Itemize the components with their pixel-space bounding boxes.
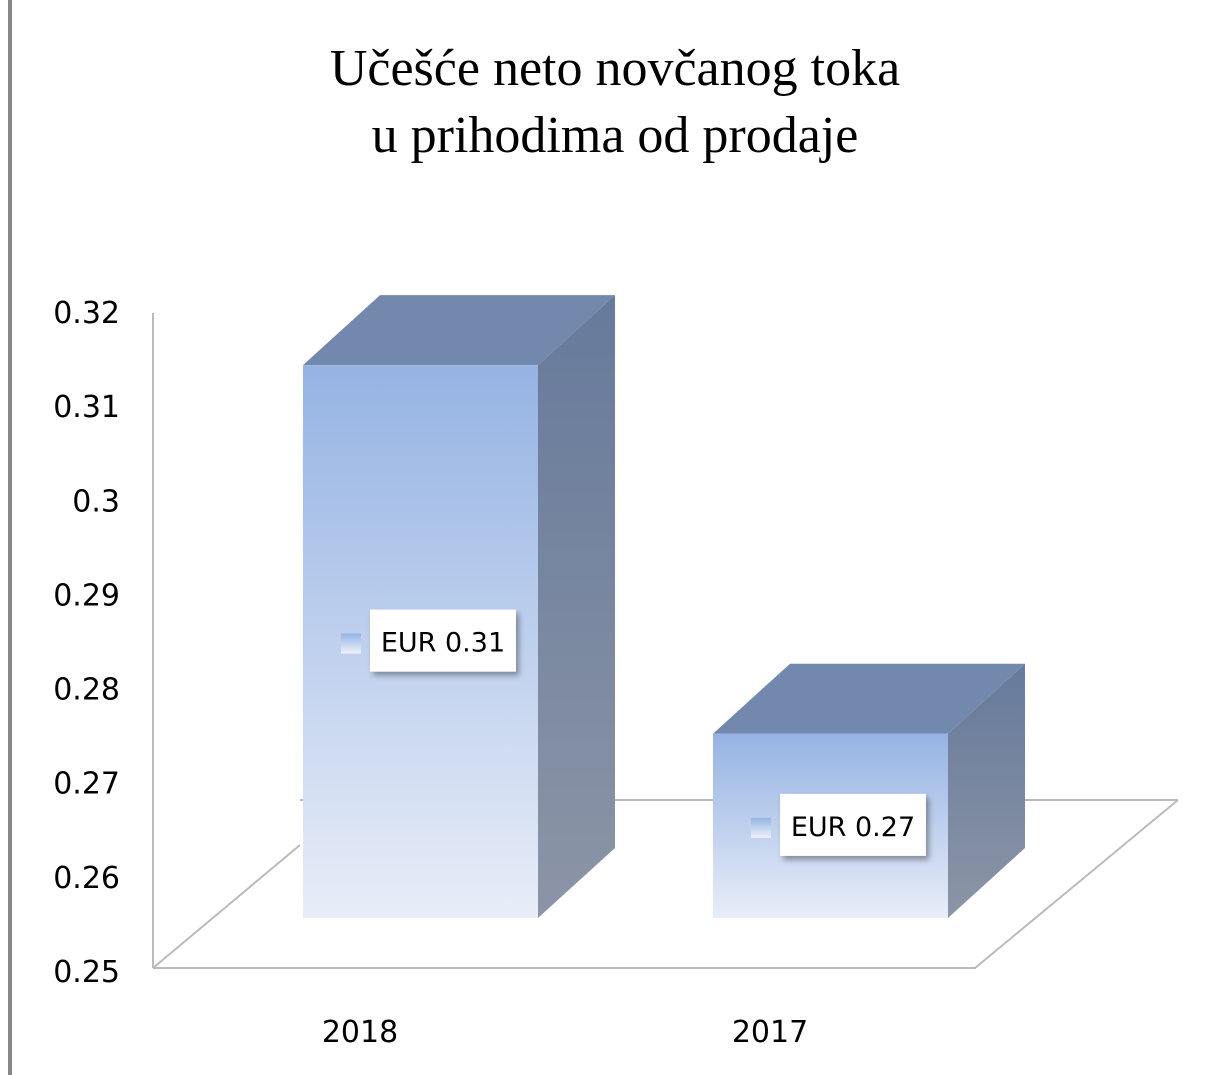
- bar: [303, 295, 615, 919]
- y-tick-label: 0.28: [53, 673, 120, 708]
- bar-top: [713, 663, 1025, 734]
- y-tick-label: 0.3: [72, 484, 120, 519]
- floor: [153, 799, 1179, 969]
- bar-side: [538, 295, 615, 919]
- bar-side: [948, 663, 1025, 918]
- y-tick-label: 0.32: [53, 296, 120, 331]
- y-tick-label: 0.31: [53, 390, 120, 425]
- x-tick-label: 2018: [322, 1015, 398, 1050]
- bar-top: [303, 295, 615, 366]
- chart-title: Učešće neto novčanog toka: [330, 40, 900, 97]
- y-tick-label: 0.27: [53, 767, 120, 802]
- floor: [152, 844, 301, 969]
- y-tick-label: 0.29: [53, 578, 120, 613]
- value-label: EUR 0.27: [791, 812, 915, 843]
- bar: [713, 663, 1025, 918]
- y-tick-label: 0.25: [53, 955, 120, 990]
- chart-title: u prihodima od prodaje: [372, 107, 859, 164]
- value-label-box: [370, 609, 516, 672]
- y-tick-label: 0.26: [53, 861, 120, 896]
- legend-chip: [751, 817, 771, 838]
- legend-chip: [341, 633, 361, 654]
- x-tick-label: 2017: [732, 1015, 808, 1050]
- value-label: EUR 0.31: [381, 628, 505, 659]
- page-border: [8, 0, 12, 1075]
- value-label-box: [780, 793, 926, 856]
